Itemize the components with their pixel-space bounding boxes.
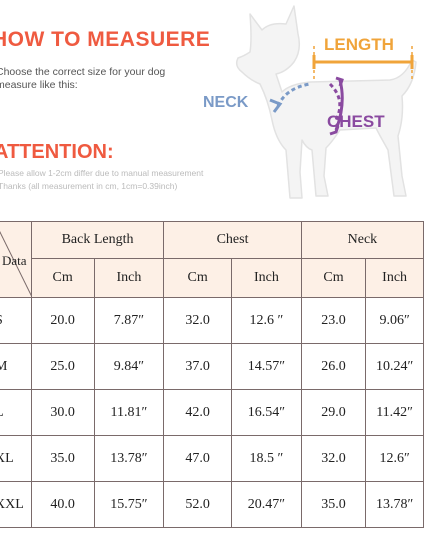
table-cell: 37.0 (163, 343, 233, 390)
table-cell: 15.75″ (93, 481, 165, 528)
table-cell: 11.42″ (365, 389, 424, 436)
table-cell: 14.57″ (231, 343, 302, 390)
attention-note: Please allow 1-2cm differ due to manual … (0, 167, 203, 193)
table-cell: 23.0 (300, 297, 367, 344)
table-cell: 10.24″ (365, 343, 424, 390)
group-header-back-length: Back Length (30, 221, 165, 259)
size-cell: M (0, 343, 32, 390)
table-cell: 16.54″ (231, 389, 302, 436)
table-row: M 25.0 9.84″ 37.0 14.57″ 26.0 10.24″ (0, 343, 424, 390)
table-cell: 12.6 ″ (231, 297, 302, 344)
table-cell: 20.0 (30, 297, 95, 344)
table-cell: 30.0 (30, 389, 95, 436)
table-group-header-row: Data Back Length Chest Neck (0, 221, 425, 298)
dog-silhouette (235, 5, 417, 199)
note-line: Thanks (all measurement in cm, 1cm=0.39i… (0, 181, 178, 191)
table-row: S 20.0 7.87″ 32.0 12.6 ″ 23.0 9.06″ (0, 297, 424, 344)
size-cell: L (0, 389, 32, 436)
size-cell: XXL (0, 481, 32, 528)
intro-line: measure like this: (0, 79, 78, 91)
neck-label: NECK (203, 94, 249, 111)
table-cell: 7.87″ (93, 297, 165, 344)
table-cell: 11.81″ (93, 389, 165, 436)
unit-header: Inch (365, 258, 424, 298)
length-line (312, 46, 414, 80)
table-cell: 35.0 (300, 481, 367, 528)
unit-header: Cm (300, 258, 367, 298)
table-row: XXL 40.0 15.75″ 52.0 20.47″ 35.0 13.78″ (0, 481, 424, 528)
unit-header: Inch (93, 258, 165, 298)
size-chart-table: Data Back Length Chest Neck Cm Inch Cm I… (0, 221, 425, 528)
table-cell: 26.0 (300, 343, 367, 390)
corner-diagonal (0, 231, 32, 297)
corner-cell: Data (0, 221, 32, 298)
corner-label: Data (2, 253, 27, 268)
table-cell: 32.0 (300, 435, 367, 482)
table-row: XL 35.0 13.78″ 47.0 18.5 ″ 32.0 12.6″ (0, 435, 424, 482)
table-cell: 13.78″ (93, 435, 165, 482)
unit-header: Inch (231, 258, 302, 298)
neck-loop (269, 82, 311, 113)
table-cell: 25.0 (30, 343, 95, 390)
table-cell: 47.0 (163, 435, 233, 482)
table-cell: 52.0 (163, 481, 233, 528)
table-cell: 32.0 (163, 297, 233, 344)
dog-measurement-illustration (235, 5, 417, 199)
note-line: Please allow 1-2cm differ due to manual … (0, 168, 204, 178)
table-cell: 42.0 (163, 389, 233, 436)
table-cell: 12.6″ (365, 435, 424, 482)
table-cell: 13.78″ (365, 481, 424, 528)
group-header-neck: Neck (300, 221, 425, 259)
intro-text: Choose the correct size for your dog mea… (0, 66, 165, 92)
table-cell: 9.06″ (365, 297, 424, 344)
table-cell: 18.5 ″ (231, 435, 302, 482)
length-label: LENGTH (324, 35, 394, 54)
table-row: L 30.0 11.81″ 42.0 16.54″ 29.0 11.42″ (0, 389, 424, 436)
table-cell: 20.47″ (231, 481, 302, 528)
table-unit-header-row: Cm Inch Cm Inch Cm Inch (0, 258, 424, 298)
table-cell: 35.0 (30, 435, 95, 482)
group-header-chest: Chest (163, 221, 302, 259)
table-cell: 9.84″ (93, 343, 165, 390)
page-title: HOW TO MEASUERE (0, 28, 211, 51)
attention-heading: ATTENTION: (0, 141, 114, 163)
chest-loop (328, 76, 344, 136)
chest-label: CHEST (327, 112, 385, 131)
intro-line: Choose the correct size for your dog (0, 66, 166, 78)
size-cell: S (0, 297, 32, 344)
table-cell: 29.0 (300, 389, 367, 436)
table-cell: 40.0 (30, 481, 95, 528)
size-cell: XL (0, 435, 32, 482)
unit-header: Cm (30, 258, 95, 298)
unit-header: Cm (163, 258, 233, 298)
